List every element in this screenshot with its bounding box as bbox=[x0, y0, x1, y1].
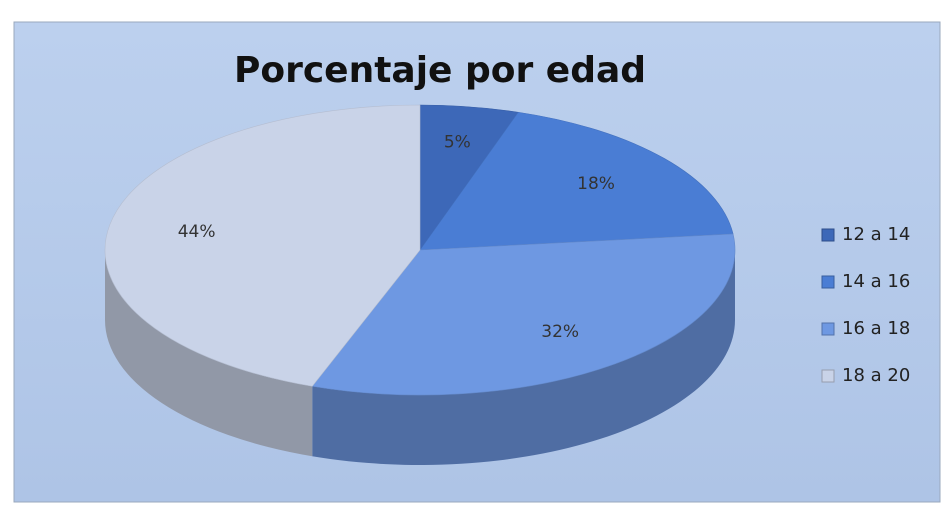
slice bbox=[419, 111, 734, 251]
data-label: 44% bbox=[178, 222, 216, 242]
chart-title: Porcentaje por edad bbox=[234, 50, 646, 91]
legend-label: 16 a 18 bbox=[842, 318, 910, 339]
legend-swatch bbox=[821, 228, 835, 242]
slice-side bbox=[312, 250, 735, 465]
data-label: 32% bbox=[541, 322, 579, 342]
data-label: 18% bbox=[577, 174, 615, 194]
slice bbox=[311, 233, 736, 396]
legend-swatch bbox=[821, 369, 835, 383]
legend-label: 12 a 14 bbox=[842, 224, 910, 245]
pie: 5% 18% 32% 44% bbox=[104, 104, 736, 465]
slice-side bbox=[104, 250, 313, 457]
data-label: 5% bbox=[444, 133, 471, 153]
legend-label: 14 a 16 bbox=[842, 271, 910, 292]
legend-swatch bbox=[821, 275, 835, 289]
legend: 12 a 14 14 a 16 16 a 18 18 a 20 bbox=[821, 224, 910, 386]
legend-label: 18 a 20 bbox=[842, 365, 910, 386]
legend-swatch bbox=[821, 322, 835, 336]
slice bbox=[104, 104, 421, 387]
